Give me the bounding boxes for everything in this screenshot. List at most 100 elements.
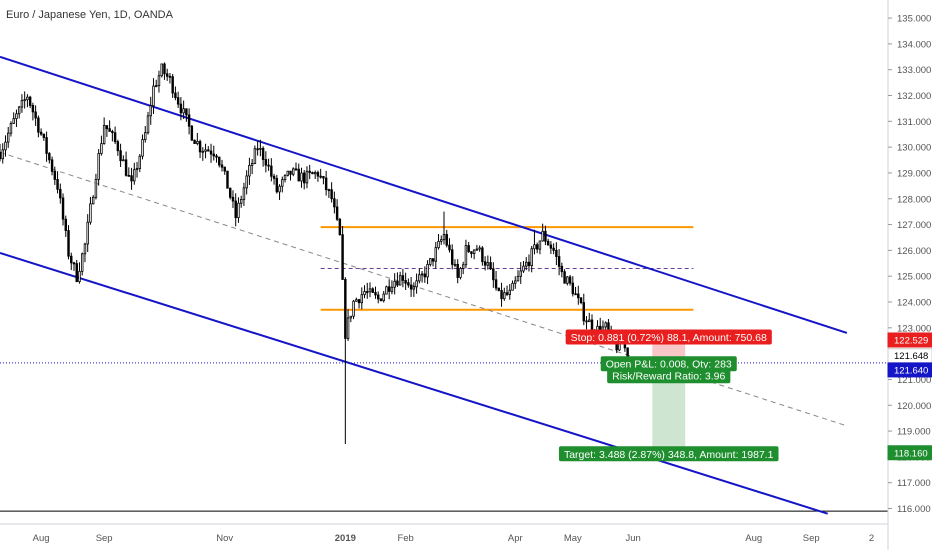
candle-body: [45, 137, 48, 154]
risk-reward-label-group[interactable]: Risk/Reward Ratio: 3.96: [607, 368, 731, 384]
candle-body: [393, 280, 396, 288]
candle-body: [133, 169, 136, 182]
candle-body: [486, 262, 490, 266]
candle-body: [187, 114, 191, 127]
candle-body: [404, 280, 407, 284]
price-label-bg: [887, 445, 932, 461]
target-label-bg: [558, 446, 779, 462]
candle-body: [283, 174, 287, 181]
candle-body: [442, 234, 446, 241]
candle-body: [349, 315, 353, 319]
candle-body: [431, 258, 435, 262]
candle-body: [12, 118, 15, 124]
price-label: 121.648: [894, 351, 928, 362]
candle-body: [59, 188, 62, 199]
y-tick-label: 120.000: [897, 401, 931, 412]
candle-body: [566, 276, 569, 284]
candle-body: [86, 221, 89, 245]
candle-body: [456, 263, 459, 278]
candle-body: [579, 297, 583, 304]
y-tick-label: 131.000: [897, 117, 931, 128]
y-tick-label: 123.000: [897, 323, 931, 334]
candle-body: [505, 292, 509, 295]
candle-body: [34, 111, 37, 119]
candle-body: [176, 97, 180, 105]
candle-body: [415, 280, 418, 288]
candle-body: [327, 189, 331, 192]
candle-body: [15, 113, 18, 120]
y-tick-label: 125.000: [897, 272, 931, 283]
candle-body: [212, 153, 215, 157]
candle-body: [127, 174, 131, 177]
x-tick-label: Nov: [216, 533, 233, 544]
candle-body: [555, 249, 558, 257]
candle-body: [577, 293, 580, 299]
candle-body: [311, 172, 314, 175]
candle-body: [333, 198, 336, 208]
candle-body: [23, 99, 26, 102]
candle-body: [165, 73, 169, 77]
x-tick-label: Feb: [397, 533, 413, 544]
y-tick-label: 132.000: [897, 91, 931, 102]
y-tick-label: 133.000: [897, 65, 931, 76]
candle-body: [522, 265, 525, 272]
candle-body: [160, 63, 163, 77]
candle-body: [122, 159, 125, 162]
candle-body: [135, 168, 139, 171]
candle-body: [64, 218, 68, 231]
candle-body: [297, 168, 300, 182]
candle-body: [483, 261, 487, 266]
candle-body: [571, 282, 575, 295]
candle-body: [201, 150, 205, 153]
candle-body: [250, 163, 254, 166]
stop-label-group[interactable]: Stop: 0.881 (0.72%) 88.1, Amount: 750.68: [565, 329, 772, 345]
candle-body: [552, 247, 555, 251]
x-tick-label: 2019: [335, 533, 356, 544]
candle-body: [398, 275, 402, 286]
candle-body: [440, 239, 443, 242]
open-pnl-label: Open P&L: 0.008, Qty: 283: [606, 359, 732, 371]
candle-body: [42, 133, 46, 138]
candle-body: [338, 218, 342, 236]
candle-body: [89, 203, 92, 223]
candle-body: [519, 270, 522, 277]
risk-reward-label: Risk/Reward Ratio: 3.96: [612, 371, 725, 383]
candle-body: [231, 196, 235, 202]
candle-body: [270, 165, 273, 177]
candle-body: [376, 294, 380, 300]
candle-body: [366, 291, 369, 293]
price-label: 118.160: [894, 448, 928, 459]
candle-body: [292, 168, 295, 175]
price-label-bg: [887, 362, 932, 378]
candle-body: [149, 105, 152, 117]
candle-body: [453, 263, 457, 266]
x-tick-label: Aug: [33, 533, 50, 544]
channel-lower[interactable]: [0, 252, 829, 515]
candle-body: [218, 156, 221, 166]
candle-body: [4, 141, 7, 151]
candle-body: [308, 170, 311, 173]
candle-body: [604, 322, 607, 328]
candle-body: [420, 273, 424, 276]
candle-body: [223, 166, 226, 172]
candle-body: [245, 175, 248, 189]
candle-body: [544, 230, 547, 242]
y-tick-label: 128.000: [897, 194, 931, 205]
open-pnl-label-group[interactable]: Open P&L: 0.008, Qty: 283: [600, 356, 737, 372]
target-label-group[interactable]: Target: 3.488 (2.87%) 348.8, Amount: 198…: [558, 446, 779, 462]
candle-body: [278, 185, 281, 193]
candle-body: [17, 106, 21, 115]
candle-body: [83, 243, 87, 255]
candle-body: [157, 75, 161, 87]
chart-title: Euro / Japanese Yen, 1D, OANDA: [6, 9, 174, 21]
candle-body: [239, 199, 243, 204]
stop-label-bg: [565, 329, 772, 345]
candle-body: [360, 294, 364, 304]
candle-body: [215, 155, 218, 158]
channel-upper[interactable]: [0, 55, 848, 334]
y-tick-label: 126.000: [897, 246, 931, 257]
candle-body: [253, 148, 257, 164]
candle-body: [437, 240, 440, 249]
candle-body: [494, 279, 498, 289]
